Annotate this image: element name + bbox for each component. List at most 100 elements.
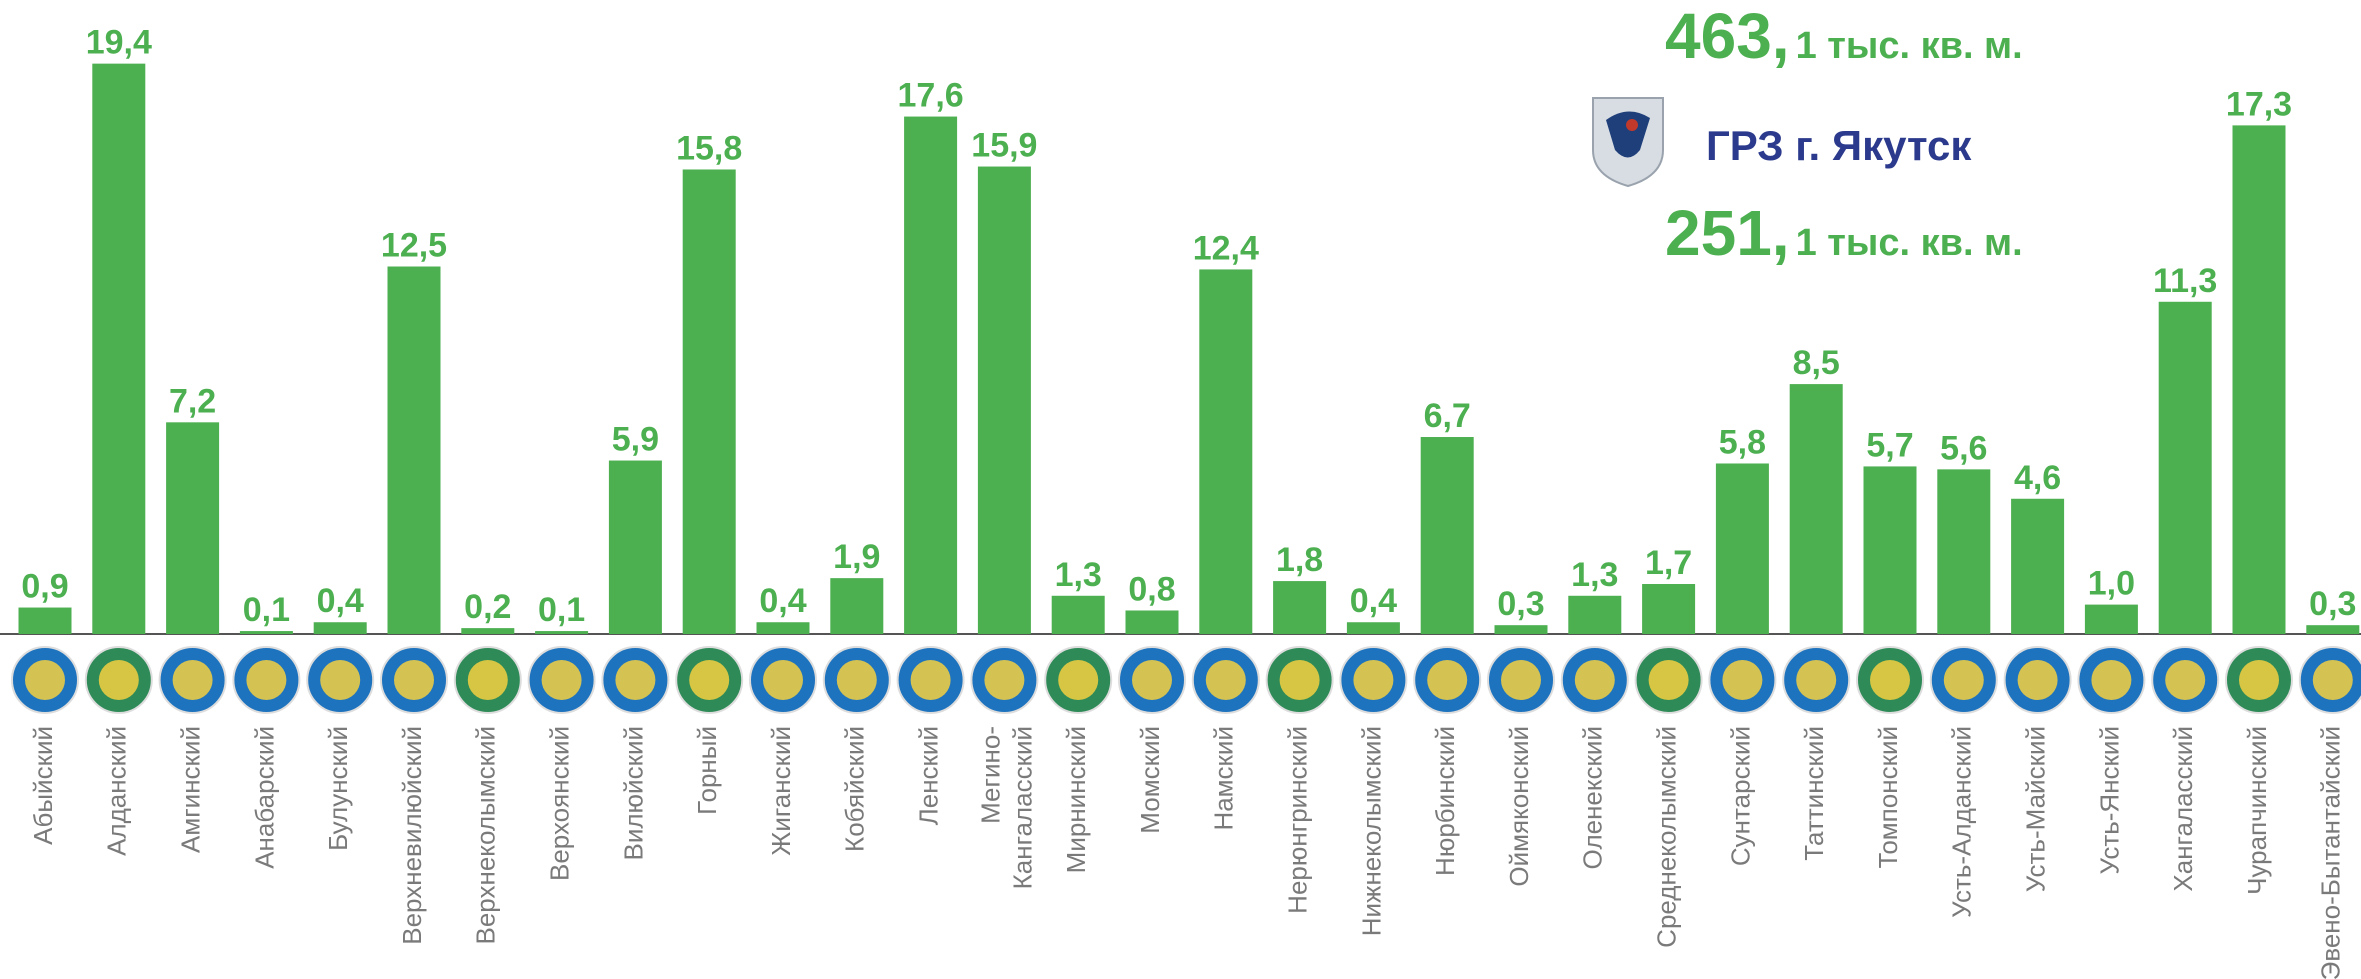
bar bbox=[2233, 125, 2286, 634]
value-label: 4,6 bbox=[2014, 459, 2061, 497]
yakutsk-area-integer: 251, bbox=[1665, 197, 1790, 269]
district-emblem-inner bbox=[2313, 660, 2353, 700]
value-label: 0,3 bbox=[2309, 585, 2356, 623]
value-label: 11,3 bbox=[2153, 262, 2217, 300]
x-tick-label: Верхневилюйский bbox=[397, 726, 427, 945]
x-tick-label: Кангаласский bbox=[1007, 726, 1037, 889]
x-tick-label: Эвено-Бытантайский bbox=[2316, 726, 2346, 979]
bar bbox=[1495, 625, 1548, 634]
district-emblem-inner bbox=[1058, 660, 1098, 700]
value-label: 0,8 bbox=[1128, 570, 1175, 608]
bar bbox=[609, 461, 662, 634]
value-label: 7,2 bbox=[169, 382, 216, 420]
x-tick-label: Нюрбинский bbox=[1430, 726, 1460, 876]
value-label: 1,3 bbox=[1055, 556, 1102, 594]
x-tick-label: Оленекский bbox=[1578, 726, 1608, 869]
x-tick-label: Анабарский bbox=[249, 726, 279, 869]
district-emblem-inner bbox=[320, 660, 360, 700]
bar bbox=[683, 169, 736, 634]
x-tick-label: Хангаласский bbox=[2168, 726, 2198, 892]
x-tick-label: Вилюйский bbox=[618, 726, 648, 860]
yakutsk-emblem bbox=[1593, 98, 1663, 186]
district-emblem-inner bbox=[1501, 660, 1541, 700]
district-emblem-inner bbox=[837, 660, 877, 700]
district-emblem-inner bbox=[1722, 660, 1762, 700]
district-emblem-inner bbox=[1944, 660, 1984, 700]
value-label: 0,2 bbox=[464, 588, 511, 626]
value-label: 1,7 bbox=[1645, 544, 1692, 582]
value-label: 15,8 bbox=[676, 129, 742, 167]
bar bbox=[1937, 469, 1990, 634]
x-tick-label: Оймяконский bbox=[1504, 726, 1534, 887]
x-tick-label: Усть-Майский bbox=[2020, 726, 2050, 892]
bar bbox=[2011, 499, 2064, 634]
value-label: 0,4 bbox=[1350, 582, 1397, 620]
bar bbox=[1421, 437, 1474, 634]
value-label: 1,8 bbox=[1276, 541, 1323, 579]
district-emblem-inner bbox=[99, 660, 139, 700]
x-tick-label: Среднеколымский bbox=[1651, 726, 1681, 948]
x-tick-label: Ленский bbox=[913, 726, 943, 825]
district-emblem-inner bbox=[1427, 660, 1467, 700]
bar bbox=[1642, 584, 1695, 634]
bar bbox=[1568, 596, 1621, 634]
value-label: 15,9 bbox=[971, 127, 1037, 165]
value-label: 17,6 bbox=[898, 77, 964, 115]
grz-label: ГРЗ г. Якутск bbox=[1706, 122, 1972, 169]
yakutsk-area: 251,1 тыс. кв. м. bbox=[1665, 197, 2023, 269]
bar bbox=[1716, 463, 1769, 634]
district-emblem-inner bbox=[1206, 660, 1246, 700]
value-label: 0,3 bbox=[1497, 585, 1544, 623]
x-tick-label: Абыйский bbox=[28, 726, 58, 845]
bar bbox=[1126, 610, 1179, 634]
bar bbox=[904, 117, 957, 634]
x-tick-label: Усть-Янский bbox=[2094, 726, 2124, 874]
x-tick-label: Амгинский bbox=[175, 726, 205, 853]
bar bbox=[1347, 622, 1400, 634]
x-tick-label: Момский bbox=[1135, 726, 1165, 834]
district-emblem-inner bbox=[173, 660, 213, 700]
value-label: 5,9 bbox=[612, 421, 659, 459]
value-label: 17,3 bbox=[2226, 85, 2292, 123]
x-tick-label: Кобяйский bbox=[840, 726, 870, 852]
district-emblem-inner bbox=[911, 660, 951, 700]
x-tick-label: Чурапчинский bbox=[2242, 726, 2272, 895]
x-tick-label: Жиганский bbox=[766, 726, 796, 856]
bar bbox=[1273, 581, 1326, 634]
value-label: 1,0 bbox=[2088, 565, 2135, 603]
bar bbox=[240, 631, 293, 634]
x-tick-label: Верхоянский bbox=[544, 726, 574, 881]
bar bbox=[314, 622, 367, 634]
district-emblem-inner bbox=[1280, 660, 1320, 700]
bar bbox=[2085, 605, 2138, 634]
value-label: 5,8 bbox=[1719, 423, 1766, 461]
x-tick-label: Верхнеколымский bbox=[471, 726, 501, 945]
value-label: 0,9 bbox=[21, 568, 68, 606]
bar bbox=[92, 64, 145, 634]
value-label: 1,9 bbox=[833, 538, 880, 576]
district-emblem-inner bbox=[1796, 660, 1836, 700]
district-emblem-inner bbox=[1132, 660, 1172, 700]
bar bbox=[757, 622, 810, 634]
value-label: 0,1 bbox=[243, 591, 290, 629]
chart: 463,1 тыс. кв. м. ГРЗ г. Якутск 251,1 ты… bbox=[0, 0, 2361, 979]
value-label: 6,7 bbox=[1424, 397, 1471, 435]
bar bbox=[2159, 302, 2212, 634]
value-label: 8,5 bbox=[1793, 344, 1840, 382]
value-label: 1,3 bbox=[1571, 556, 1618, 594]
district-emblem-inner bbox=[2165, 660, 2205, 700]
value-label: 19,4 bbox=[86, 24, 152, 62]
district-emblem-inner bbox=[2091, 660, 2131, 700]
bar bbox=[1052, 596, 1105, 634]
x-tick-label: Горный bbox=[692, 726, 722, 815]
bar bbox=[830, 578, 883, 634]
district-emblem-inner bbox=[615, 660, 655, 700]
total-area: 463,1 тыс. кв. м. bbox=[1665, 0, 2023, 72]
district-emblem-inner bbox=[1575, 660, 1615, 700]
bar bbox=[1790, 384, 1843, 634]
yakutsk-area-rest: 1 тыс. кв. м. bbox=[1796, 222, 2023, 264]
district-emblem-inner bbox=[1353, 660, 1393, 700]
district-emblem-inner bbox=[763, 660, 803, 700]
district-emblem-inner bbox=[468, 660, 508, 700]
district-emblem-inner bbox=[1870, 660, 1910, 700]
